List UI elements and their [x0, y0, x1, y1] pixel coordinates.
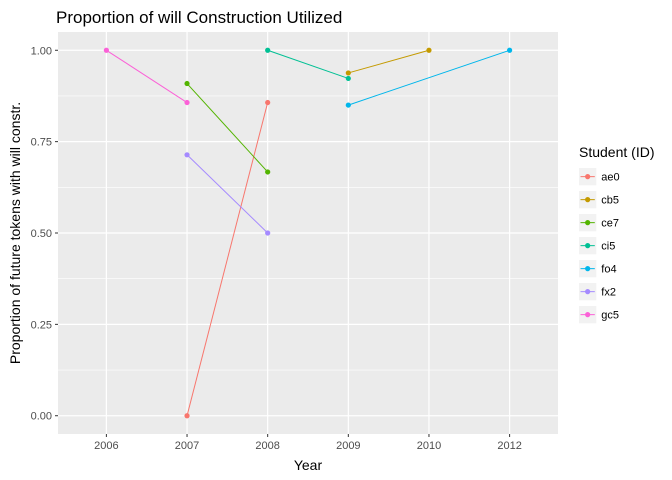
legend-label: ce7 — [601, 218, 619, 230]
y-tick-label: 1.00 — [31, 45, 52, 57]
data-point-ae0 — [184, 413, 190, 419]
major-gridlines — [58, 32, 558, 434]
data-point-ce7 — [265, 169, 271, 175]
legend-key-point — [585, 289, 591, 295]
series-line-fo4 — [348, 49, 510, 106]
legend-item-gc5: gc5 — [579, 306, 619, 324]
series-line-ce7 — [186, 83, 269, 173]
data-point-gc5 — [184, 99, 190, 106]
x-tick-label: 2007 — [175, 440, 199, 452]
data-point-cb5 — [345, 70, 351, 76]
data-point-gc5 — [103, 47, 109, 53]
y-axis-title: Proportion of future tokens with will co… — [7, 102, 23, 364]
legend-key-point — [585, 174, 591, 180]
data-point-fx2 — [265, 230, 271, 236]
data-point-fx2 — [184, 152, 190, 158]
legend-key-point — [585, 266, 591, 272]
legend-key-point — [585, 197, 591, 203]
chart-title: Proportion of will Construction Utilized — [56, 8, 342, 27]
data-point-ci5 — [345, 75, 351, 82]
data-point-ce7 — [184, 80, 190, 87]
data-point-cb5 — [426, 47, 432, 53]
y-axis: 0.00 0.25 0.50 0.75 1.00 — [31, 45, 58, 423]
legend-item-ae0: ae0 — [579, 168, 620, 186]
legend-label: fx2 — [601, 287, 616, 299]
x-tick-label: 2009 — [336, 440, 360, 452]
legend-label: ci5 — [601, 241, 615, 253]
data-point-ci5 — [265, 47, 271, 53]
series-line-gc5 — [106, 49, 188, 103]
y-tick-label: 0.00 — [31, 411, 52, 423]
legend-item-fx2: fx2 — [579, 283, 616, 301]
legend-item-fo4: fo4 — [579, 260, 617, 278]
legend-item-cb5: cb5 — [579, 191, 619, 209]
x-axis: 2006 2007 2008 2009 2010 2012 — [94, 434, 522, 452]
legend-item-ci5: ci5 — [579, 237, 615, 255]
y-tick-label: 0.25 — [31, 319, 52, 331]
legend-key-point — [585, 243, 591, 249]
minor-gridlines — [58, 95, 558, 371]
series-line-cb5 — [348, 49, 430, 74]
data-point-fo4 — [507, 47, 513, 53]
series-line-ci5 — [267, 49, 349, 79]
series-points — [103, 47, 513, 419]
legend-label: ae0 — [601, 172, 619, 184]
legend-label: fo4 — [601, 264, 616, 276]
x-axis-title: Year — [294, 457, 323, 473]
x-tick-label: 2012 — [497, 440, 521, 452]
legend-key-point — [585, 312, 591, 318]
series-line-fx2 — [186, 154, 269, 234]
legend-title: Student (ID) — [579, 144, 654, 160]
x-tick-label: 2006 — [94, 440, 118, 452]
legend-label: gc5 — [601, 310, 619, 322]
x-tick-label: 2008 — [255, 440, 279, 452]
data-point-fo4 — [345, 102, 351, 108]
legend-item-ce7: ce7 — [579, 214, 619, 232]
y-tick-label: 0.75 — [31, 137, 52, 149]
y-tick-label: 0.50 — [31, 228, 52, 240]
series-lines — [106, 49, 510, 416]
x-tick-label: 2010 — [417, 440, 441, 452]
data-point-ae0 — [265, 99, 271, 106]
series-line-ae0 — [186, 102, 269, 416]
legend-key-point — [585, 220, 591, 226]
legend-label: cb5 — [601, 195, 619, 207]
legend: Student (ID) ae0 cb5 ce7 ci5 fo4 fx2 gc5 — [579, 144, 654, 324]
